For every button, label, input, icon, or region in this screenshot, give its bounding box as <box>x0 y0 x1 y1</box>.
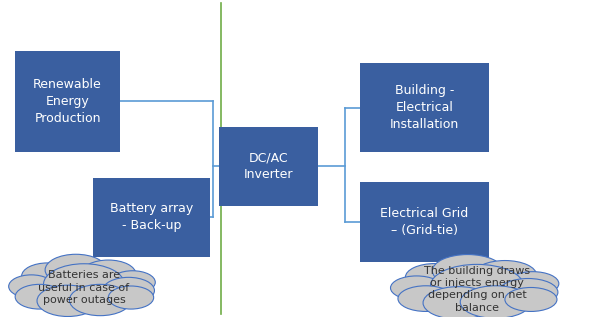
Ellipse shape <box>431 264 523 307</box>
Ellipse shape <box>8 275 54 298</box>
Text: DC/AC
Inverter: DC/AC Inverter <box>244 152 293 181</box>
Text: Battery array
- Back-up: Battery array - Back-up <box>110 202 193 232</box>
Ellipse shape <box>406 263 465 291</box>
Ellipse shape <box>81 260 136 288</box>
Ellipse shape <box>499 279 558 306</box>
Text: Electrical Grid
– (Grid-tie): Electrical Grid – (Grid-tie) <box>380 207 469 237</box>
Ellipse shape <box>70 284 131 316</box>
Text: Renewable
Energy
Production: Renewable Energy Production <box>33 78 102 125</box>
Ellipse shape <box>398 286 454 311</box>
Ellipse shape <box>15 284 64 309</box>
Ellipse shape <box>108 286 154 309</box>
Ellipse shape <box>103 277 154 304</box>
FancyBboxPatch shape <box>15 51 120 152</box>
Ellipse shape <box>22 263 73 289</box>
Text: Batteries are
useful in case of
power outages: Batteries are useful in case of power ou… <box>38 270 130 305</box>
Text: Building -
Electrical
Installation: Building - Electrical Installation <box>390 84 459 131</box>
Ellipse shape <box>507 272 559 296</box>
FancyBboxPatch shape <box>360 182 489 262</box>
Ellipse shape <box>433 255 503 287</box>
Text: The building draws
or injects energy
depending on net
balance: The building draws or injects energy dep… <box>424 266 530 313</box>
Ellipse shape <box>473 261 536 290</box>
Ellipse shape <box>110 271 155 294</box>
FancyBboxPatch shape <box>219 127 318 206</box>
Ellipse shape <box>423 287 494 317</box>
Ellipse shape <box>44 264 125 305</box>
FancyBboxPatch shape <box>360 63 489 152</box>
Ellipse shape <box>37 285 98 316</box>
Ellipse shape <box>45 254 107 286</box>
Ellipse shape <box>391 276 443 300</box>
Ellipse shape <box>460 286 531 317</box>
Ellipse shape <box>505 288 557 311</box>
FancyBboxPatch shape <box>93 178 210 257</box>
